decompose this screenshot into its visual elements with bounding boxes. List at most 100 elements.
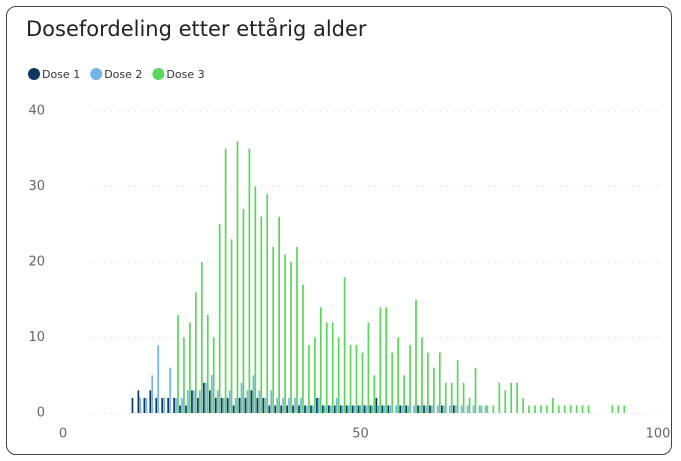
bar: [318, 397, 320, 413]
bar: [431, 405, 433, 413]
bar: [351, 405, 354, 413]
bar: [369, 405, 372, 413]
bar: [268, 405, 271, 413]
bar: [347, 405, 350, 413]
bar: [367, 322, 370, 413]
bar: [322, 405, 324, 413]
bar: [339, 405, 342, 413]
bar: [478, 405, 481, 413]
bar: [371, 405, 374, 413]
bar: [187, 390, 189, 413]
legend-label: Dose 3: [166, 68, 204, 81]
bar: [403, 375, 405, 413]
bar: [260, 216, 263, 413]
bar: [161, 397, 164, 413]
bar: [173, 397, 175, 413]
bar: [498, 382, 501, 413]
bar: [262, 397, 265, 413]
x-tick-label: 0: [59, 427, 67, 442]
bar: [377, 405, 380, 413]
bar: [256, 397, 259, 413]
bar: [419, 405, 421, 413]
bar: [452, 405, 455, 413]
bar: [157, 345, 160, 413]
bar: [270, 390, 273, 413]
bar: [611, 405, 614, 413]
bar: [450, 382, 453, 413]
bar: [415, 299, 417, 413]
bar: [335, 397, 338, 413]
bar: [462, 382, 465, 413]
bar: [323, 405, 326, 413]
legend-label: Dose 2: [104, 68, 142, 81]
bar: [248, 148, 251, 413]
bar: [522, 397, 524, 413]
bar: [454, 405, 457, 413]
bar: [492, 405, 495, 413]
bar: [208, 390, 211, 413]
bar: [218, 224, 221, 413]
bar: [359, 405, 362, 413]
bar: [480, 405, 483, 413]
bar: [466, 405, 469, 413]
bar: [534, 405, 536, 413]
bar: [195, 292, 197, 413]
bar: [345, 405, 348, 413]
bar: [484, 405, 487, 413]
bar: [199, 390, 201, 413]
bar: [363, 405, 366, 413]
bar: [357, 405, 360, 413]
bar: [389, 405, 392, 413]
bar: [242, 209, 245, 413]
y-tick-label: 30: [28, 179, 45, 194]
bar: [290, 262, 292, 413]
bar: [337, 337, 340, 413]
y-tick-label: 40: [28, 104, 45, 119]
bar: [365, 405, 368, 413]
bar: [379, 307, 382, 413]
bar: [228, 390, 231, 413]
bar: [385, 307, 388, 413]
bar: [460, 405, 463, 413]
bar: [401, 405, 403, 413]
bar: [397, 337, 399, 413]
bar: [145, 397, 148, 413]
bar: [250, 390, 253, 413]
bar: [623, 405, 626, 413]
bar: [300, 397, 302, 413]
bar: [226, 397, 229, 413]
bar: [310, 405, 312, 413]
bar: [302, 284, 304, 413]
x-tick-label: 100: [646, 427, 671, 442]
bar: [139, 397, 142, 413]
bar: [361, 352, 364, 413]
bar: [294, 397, 296, 413]
bar: [437, 405, 439, 413]
bar: [220, 397, 223, 413]
legend-swatch: [152, 68, 165, 80]
bar: [331, 322, 334, 413]
bar: [587, 405, 590, 413]
y-tick-label: 0: [37, 406, 45, 421]
bar: [236, 141, 239, 413]
bar: [234, 397, 237, 413]
bar: [288, 397, 290, 413]
bar: [185, 405, 187, 413]
bar: [319, 307, 322, 413]
bar: [546, 405, 548, 413]
bar: [276, 397, 279, 413]
bar: [316, 397, 318, 413]
bar: [329, 405, 332, 413]
bar: [413, 405, 415, 413]
y-tick-label: 20: [28, 255, 45, 270]
bar: [304, 405, 306, 413]
bar: [423, 405, 425, 413]
bar: [151, 375, 154, 413]
bar: [278, 216, 280, 413]
bar: [224, 148, 227, 413]
bar: [557, 405, 560, 413]
legend-label: Dose 1: [42, 68, 80, 81]
bar: [349, 345, 352, 413]
bar: [169, 367, 171, 413]
